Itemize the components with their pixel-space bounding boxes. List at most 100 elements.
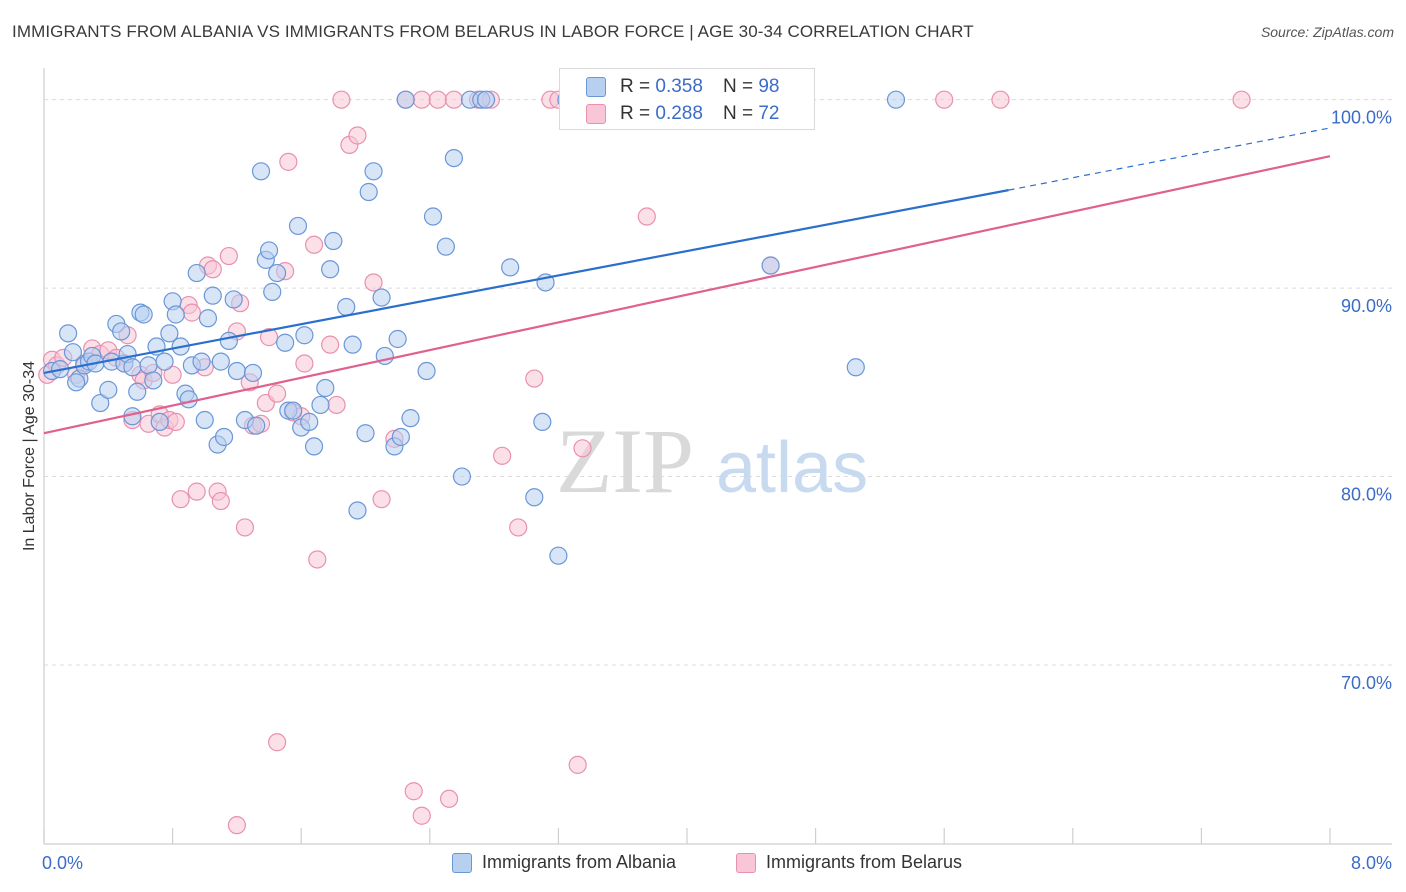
albania-point	[436, 237, 455, 256]
belarus-point	[404, 782, 423, 801]
albania-point	[150, 412, 169, 432]
r-label: R =	[620, 103, 651, 124]
albania-point	[134, 305, 153, 324]
albania-point	[198, 309, 218, 328]
legend-item-albania[interactable]: Immigrants from Albania	[452, 852, 676, 873]
belarus-point	[439, 789, 459, 808]
albania-point	[417, 361, 436, 381]
belarus-point	[327, 395, 346, 415]
albania-point	[348, 501, 367, 520]
belarus-point	[321, 335, 340, 354]
albania-point	[388, 329, 407, 349]
belarus-point	[295, 354, 314, 373]
belarus-point	[304, 235, 324, 254]
albania-trend-line	[43, 189, 1009, 374]
albania-point	[224, 290, 243, 309]
belarus-point	[412, 90, 431, 109]
y-tick-label: 80.0%	[1341, 485, 1392, 505]
albania-point	[214, 427, 234, 447]
bottom-legend: Immigrants from Albania Immigrants from …	[0, 852, 1406, 878]
belarus-point	[332, 90, 351, 109]
belarus-r-value: 0.288	[655, 103, 703, 124]
belarus-point	[166, 412, 185, 432]
belarus-point	[412, 806, 431, 825]
albania-point	[259, 241, 279, 260]
belarus-point	[1232, 90, 1251, 109]
belarus-point	[219, 246, 238, 266]
belarus-point	[211, 491, 230, 511]
stats-row-albania: R = 0.358 N = 98	[586, 75, 780, 99]
albania-point	[886, 90, 906, 109]
albania-point	[192, 352, 211, 371]
belarus-point	[637, 207, 656, 226]
belarus-point	[259, 328, 279, 347]
belarus-point	[267, 384, 287, 403]
albania-point	[316, 378, 335, 398]
belarus-swatch	[586, 104, 606, 124]
belarus-point	[573, 439, 592, 458]
albania-trend-extension	[1008, 127, 1331, 191]
albania-point	[128, 382, 147, 401]
belarus-point	[308, 550, 327, 569]
belarus-n-value: 72	[758, 103, 780, 124]
albania-point	[423, 207, 443, 226]
belarus-point	[187, 482, 206, 501]
albania-point	[549, 546, 568, 565]
belarus-point	[428, 90, 447, 109]
albania-point	[243, 363, 263, 383]
belarus-point	[279, 152, 298, 171]
albania-point	[284, 401, 303, 420]
albania-point	[166, 305, 185, 324]
axes	[43, 68, 1392, 845]
albania-point	[203, 286, 222, 305]
legend-item-belarus[interactable]: Immigrants from Belarus	[736, 852, 962, 873]
belarus-point	[203, 260, 222, 279]
albania-r-value: 0.358	[655, 76, 703, 97]
albania-point	[67, 373, 86, 392]
n-label: N =	[722, 76, 754, 97]
albania-point	[179, 390, 198, 409]
x-tick-labels: 0.0% 8.0%	[42, 853, 1392, 873]
legend-label-albania: Immigrants from Albania	[482, 852, 677, 872]
belarus-point	[163, 365, 182, 384]
albania-point	[372, 288, 391, 307]
albania-point	[343, 335, 362, 354]
albania-point	[139, 356, 158, 375]
belarus-point	[568, 755, 587, 774]
albania-point	[123, 358, 142, 377]
y-tick-label: 70.0%	[1341, 673, 1392, 693]
albania-swatch	[586, 77, 606, 97]
chart-title: IMMIGRANTS FROM ALBANIA VS IMMIGRANTS FR…	[12, 22, 974, 41]
albania-point	[251, 162, 271, 181]
albania-point	[91, 393, 110, 413]
albania-n-value: 98	[758, 76, 780, 97]
albania-point	[525, 488, 544, 507]
albania-point	[476, 90, 496, 109]
albania-point	[444, 149, 464, 168]
belarus-point	[991, 90, 1010, 109]
watermark-atlas: atlas	[716, 428, 868, 508]
y-axis-label: In Labor Force | Age 30-34	[21, 361, 38, 551]
source-label: Source: ZipAtlas.com	[1260, 24, 1394, 40]
albania-point	[396, 90, 415, 109]
albania-point	[267, 263, 287, 283]
trend-lines	[43, 127, 1331, 435]
belarus-point	[364, 273, 383, 292]
albania-point	[219, 331, 238, 350]
albania-point	[187, 263, 206, 283]
belarus-point	[509, 518, 528, 537]
legend-label-belarus: Immigrants from Belarus	[766, 852, 963, 872]
albania-point	[63, 343, 83, 362]
albania-point	[401, 409, 420, 428]
albania-point	[321, 260, 340, 279]
albania-point	[533, 412, 552, 432]
albania-point	[391, 427, 410, 447]
albania-point	[112, 322, 131, 341]
y-tick-label: 100.0%	[1331, 108, 1392, 128]
belarus-point	[182, 303, 201, 322]
albania-point	[263, 282, 282, 301]
albania-point	[364, 162, 383, 181]
r-label: R =	[620, 76, 651, 97]
belarus-point	[493, 446, 512, 465]
